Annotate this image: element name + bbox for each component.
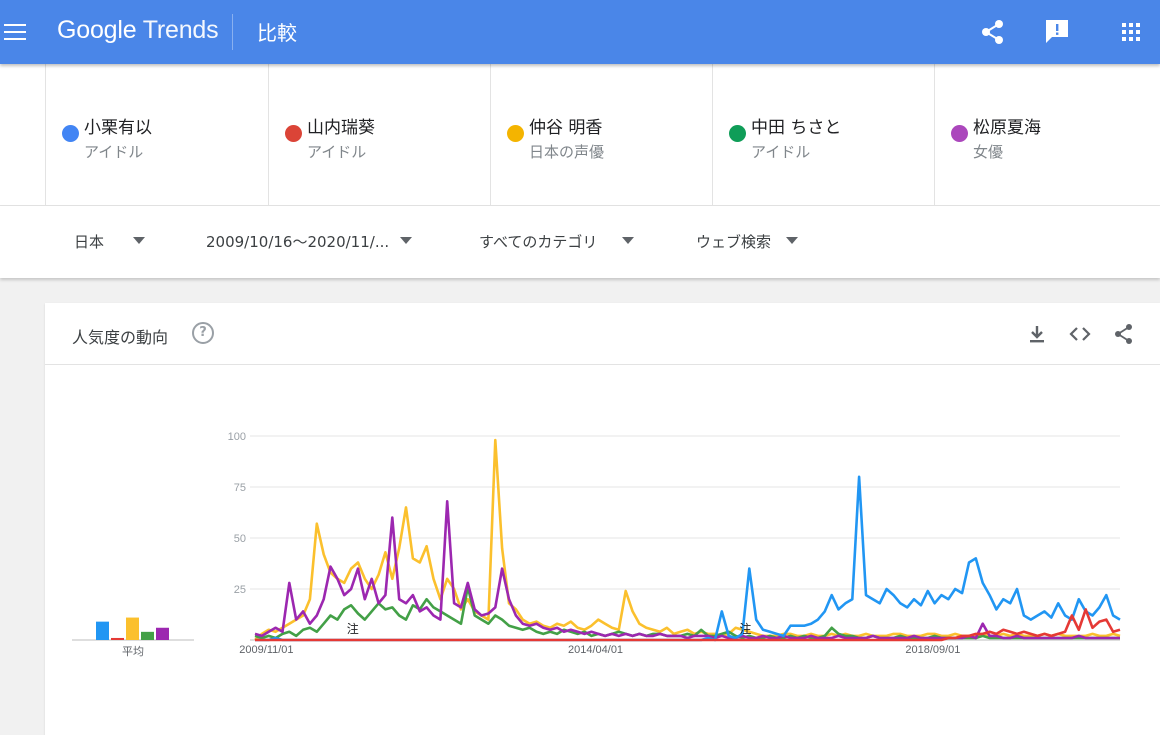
term-color-dot [507,125,524,142]
comparison-terms-row: 小栗有以 アイドル 山内瑞葵 アイドル 仲谷 明香 日本の声優 中田 ちさと ア… [0,64,1160,206]
term-name: 中田 ちさと [751,118,842,138]
card-header: 人気度の動向 ? [45,303,1160,365]
logo-google-text: Google [57,16,137,44]
share-icon[interactable] [1112,322,1136,346]
embed-code-icon[interactable] [1068,322,1092,346]
download-icon[interactable] [1025,322,1049,346]
google-trends-logo[interactable]: Google Trends [57,16,219,45]
share-icon[interactable] [977,16,1009,48]
category-select[interactable]: すべてのカテゴリ [479,233,598,251]
feedback-icon[interactable] [1041,16,1073,48]
term-card-3[interactable]: 仲谷 明香 日本の声優 [490,64,712,206]
term-name: 小栗有以 [84,118,152,138]
term-card-1[interactable]: 小栗有以 アイドル [45,64,267,206]
term-type: アイドル [751,143,811,161]
term-type: アイドル [307,143,367,161]
header-divider [232,14,233,50]
chevron-down-icon[interactable] [622,237,634,244]
term-name: 仲谷 明香 [529,118,603,138]
term-color-dot [729,125,746,142]
chevron-down-icon[interactable] [786,237,798,244]
card-title: 人気度の動向 [72,328,169,347]
chevron-down-icon[interactable] [400,237,412,244]
term-type: 日本の声優 [529,143,605,161]
term-card-5[interactable]: 松原夏海 女優 [934,64,1156,206]
region-select[interactable]: 日本 [74,233,105,251]
top-app-bar: Google Trends 比較 [0,0,1160,64]
search-type-select[interactable]: ウェブ検索 [696,233,772,251]
interest-over-time-card: 人気度の動向 ? [45,303,1160,735]
chevron-down-icon[interactable] [133,237,145,244]
term-card-2[interactable]: 山内瑞葵 アイドル [268,64,490,206]
term-color-dot [62,125,79,142]
menu-icon[interactable] [4,20,26,44]
term-color-dot [285,125,302,142]
apps-grid-icon[interactable] [1115,16,1147,48]
term-color-dot [951,125,968,142]
logo-trends-text: Trends [142,16,219,44]
filter-bar: 日本 2009/10/16〜2020/11/... すべてのカテゴリ ウェブ検索 [0,206,1160,278]
help-icon[interactable]: ? [192,322,214,344]
term-card-4[interactable]: 中田 ちさと アイドル [712,64,934,206]
term-name: 山内瑞葵 [307,118,375,138]
term-type: 女優 [973,143,1004,161]
term-name: 松原夏海 [973,118,1041,138]
date-range-select[interactable]: 2009/10/16〜2020/11/... [206,233,390,251]
page-title: 比較 [257,21,297,45]
term-type: アイドル [84,143,144,161]
